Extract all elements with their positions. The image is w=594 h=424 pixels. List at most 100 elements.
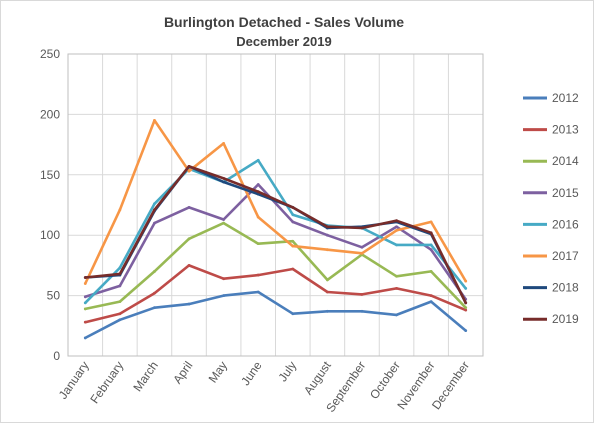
data-point-2015 (291, 220, 295, 224)
data-point-2019 (464, 301, 468, 305)
data-point-2016 (395, 243, 398, 247)
data-point-2012 (325, 309, 329, 313)
legend-label-2015: 2015 (552, 186, 579, 200)
data-point-2015 (325, 233, 329, 237)
data-point-2013 (325, 290, 329, 294)
data-point-2013 (83, 320, 87, 324)
data-point-2019 (395, 219, 398, 223)
data-point-2014 (153, 270, 156, 273)
series-line-2014 (84, 221, 468, 311)
data-point-2013 (395, 286, 398, 290)
data-point-2013 (429, 294, 433, 297)
x-tick-label: July (276, 359, 300, 385)
y-tick-label: 0 (53, 349, 60, 363)
data-point-2012 (291, 312, 295, 316)
data-point-2013 (222, 277, 226, 281)
x-tick-label: January (56, 359, 92, 402)
plot-area-border (67, 53, 484, 357)
data-point-2017 (153, 119, 156, 122)
x-tick-label: May (206, 359, 230, 386)
data-point-2019 (325, 225, 329, 229)
data-point-2019 (187, 164, 191, 168)
legend-label-2019: 2019 (552, 312, 579, 326)
legend-label-2016: 2016 (552, 217, 579, 231)
data-point-2016 (464, 286, 468, 290)
data-point-2013 (360, 292, 364, 296)
data-point-2016 (83, 301, 87, 305)
data-point-2015 (222, 218, 226, 221)
legend-label-2018: 2018 (552, 281, 579, 295)
data-point-2016 (291, 213, 295, 217)
data-point-2019 (256, 190, 260, 194)
legend-label-2013: 2013 (552, 123, 579, 137)
x-tick-label: March (130, 359, 161, 394)
data-point-2017 (429, 220, 433, 224)
data-point-2013 (464, 308, 468, 312)
data-point-2012 (118, 318, 122, 322)
data-point-2019 (222, 177, 226, 180)
data-point-2016 (429, 243, 433, 247)
data-point-2013 (256, 273, 260, 277)
data-point-2017 (395, 228, 398, 232)
data-point-2012 (153, 306, 156, 310)
data-point-2017 (187, 169, 191, 173)
data-point-2019 (83, 276, 87, 279)
y-tick-label: 250 (40, 47, 60, 61)
y-tick-label: 200 (40, 107, 60, 121)
data-point-2017 (222, 141, 226, 145)
legend-label-2012: 2012 (552, 91, 579, 105)
data-point-2014 (291, 239, 295, 243)
series-line-2019 (84, 165, 468, 305)
series-line-2013 (84, 264, 468, 324)
data-point-2012 (429, 300, 433, 304)
data-point-2017 (325, 248, 329, 252)
data-point-2014 (118, 300, 122, 304)
x-tick-label: February (87, 359, 126, 406)
data-point-2012 (222, 294, 226, 297)
data-point-2014 (83, 307, 87, 311)
data-point-2015 (187, 206, 191, 209)
data-point-2014 (187, 237, 191, 241)
y-tick-label: 50 (47, 289, 61, 303)
y-tick-label: 100 (40, 228, 60, 242)
x-tick-label: October (367, 359, 403, 402)
series-line-2012 (84, 290, 468, 340)
data-point-2015 (153, 221, 156, 225)
x-tick-label: April (170, 359, 195, 387)
legend-label-2017: 2017 (552, 249, 579, 263)
data-point-2012 (187, 302, 191, 306)
data-point-2013 (291, 267, 295, 271)
data-point-2019 (429, 231, 433, 235)
data-point-2015 (395, 225, 398, 229)
series-line-2016 (84, 159, 468, 305)
data-point-2017 (118, 208, 122, 212)
chart-subtitle: December 2019 (236, 34, 331, 49)
data-point-2016 (256, 158, 260, 162)
data-point-2012 (256, 290, 260, 294)
data-point-2012 (360, 309, 364, 313)
data-point-2015 (83, 295, 87, 299)
legend: 2012 2013 2014 2015 2016 2017 2018 2019 (523, 91, 579, 326)
x-tick-label: June (238, 358, 265, 388)
data-point-2019 (118, 272, 122, 276)
data-point-2017 (291, 244, 295, 248)
data-point-2014 (222, 221, 226, 225)
series-line-2015 (84, 183, 468, 301)
data-point-2015 (256, 183, 260, 186)
legend-label-2014: 2014 (552, 154, 579, 168)
series-lines (83, 119, 468, 340)
data-point-2016 (118, 266, 122, 270)
data-point-2013 (187, 264, 191, 267)
x-tick-label: August (301, 358, 334, 397)
data-point-2013 (153, 291, 156, 295)
data-point-2014 (464, 306, 468, 310)
data-point-2015 (118, 284, 122, 288)
chart-title: Burlington Detached - Sales Volume (164, 14, 404, 30)
series-line-2017 (84, 119, 468, 285)
data-point-2017 (83, 282, 87, 285)
data-point-2017 (256, 215, 260, 219)
data-point-2016 (153, 202, 156, 206)
